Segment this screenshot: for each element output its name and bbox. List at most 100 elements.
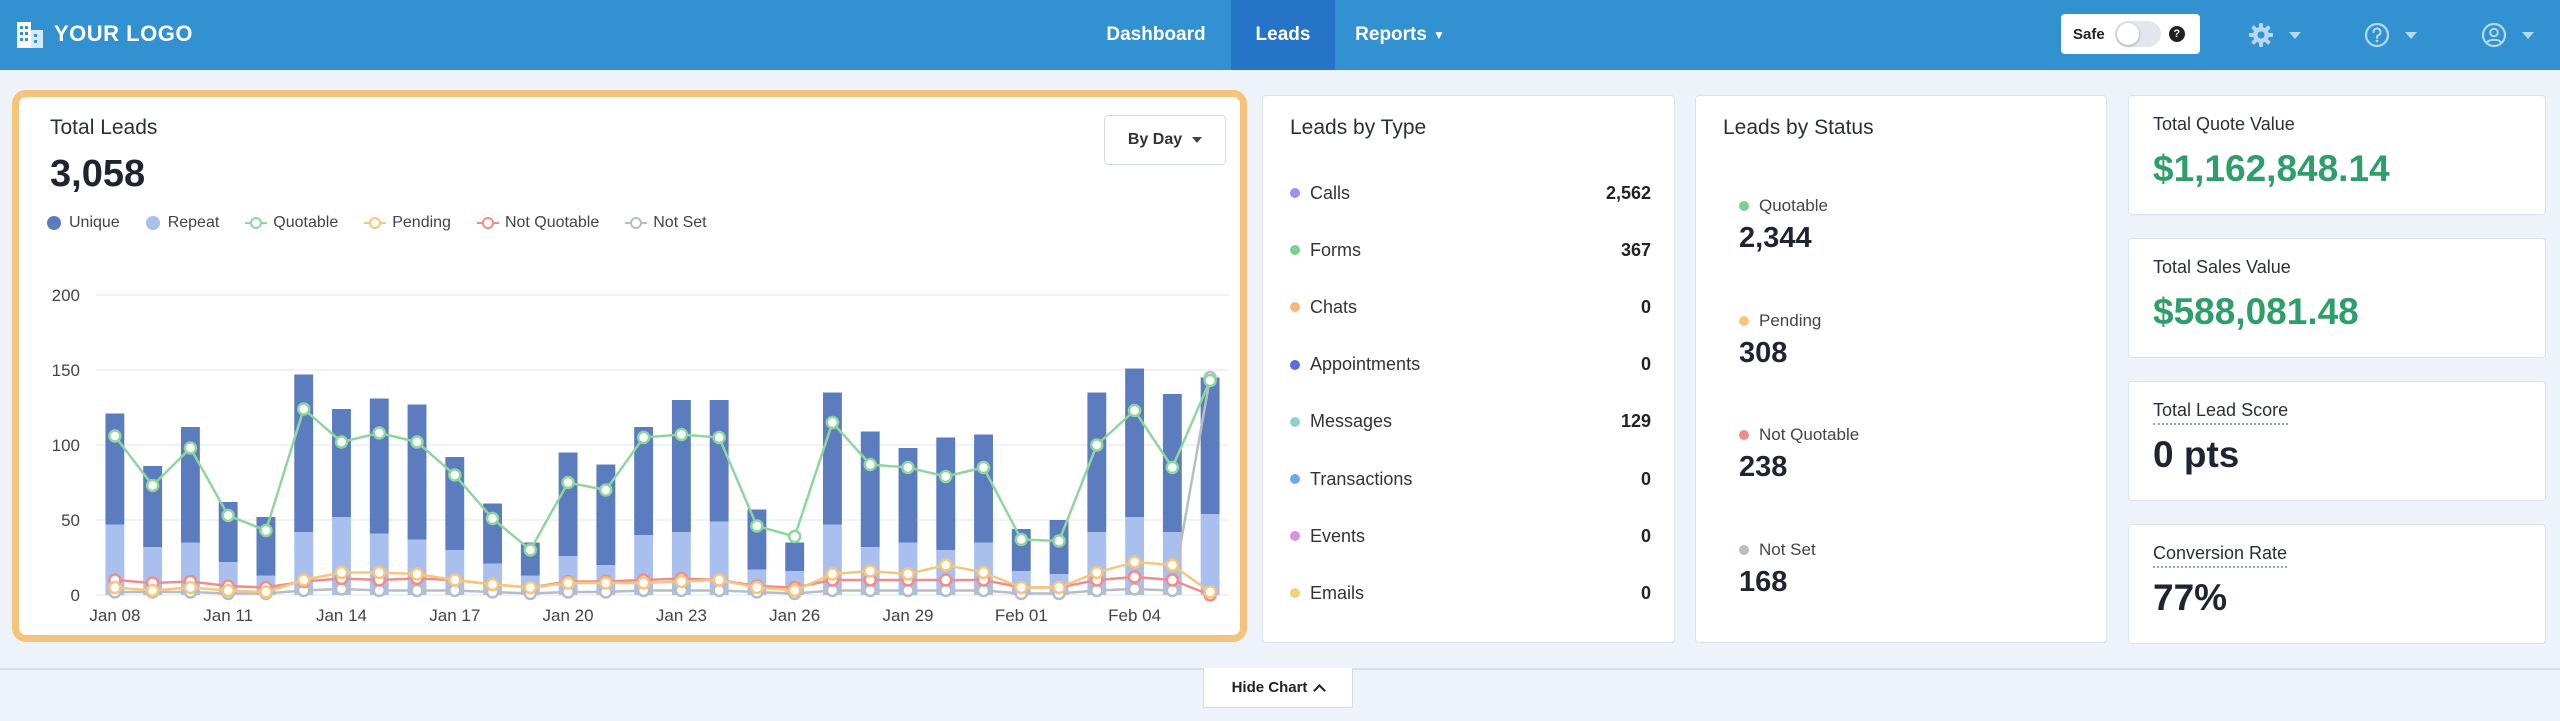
point-pending [183, 580, 198, 595]
point-pending [1203, 585, 1217, 599]
bar-repeat [1200, 514, 1220, 595]
status-color-dot-icon [1739, 201, 1749, 211]
status-value: 308 [1739, 336, 1788, 369]
nav-leads-label: Leads [1255, 24, 1311, 45]
bar-unique [558, 452, 578, 556]
type-color-dot-icon [1290, 359, 1300, 370]
kpi-value: 77% [2153, 577, 2228, 618]
point-pending [825, 567, 840, 581]
legend-repeat[interactable]: Repeat [145, 214, 220, 232]
type-label: Transactions [1310, 468, 1413, 489]
status-value: 2,344 [1739, 222, 1812, 254]
legend-label: Not Set [653, 214, 707, 231]
point-quotable [561, 475, 575, 490]
point-not-set [410, 583, 424, 598]
bar-unique [747, 509, 767, 570]
chevron-down-icon: ▼ [1432, 28, 1445, 42]
point-pending [750, 580, 764, 595]
status-label: Pending [1759, 310, 1822, 330]
bar-unique [369, 398, 389, 534]
point-quotable [636, 430, 651, 445]
point-pending [636, 576, 651, 590]
help-menu[interactable] [2363, 18, 2417, 52]
type-row-appointments: Appointments 0 [1290, 350, 1651, 380]
point-pending [1127, 555, 1142, 569]
point-quotable [674, 427, 689, 442]
point-pending [334, 565, 349, 580]
line-pending [114, 560, 1211, 594]
type-row-chats: Chats 0 [1290, 292, 1651, 322]
x-tick-label: Jan 14 [316, 606, 367, 625]
legend-pending[interactable]: Pending [364, 214, 451, 232]
nav-leads[interactable]: Leads [1231, 0, 1335, 70]
point-pending [561, 576, 575, 590]
type-label: Emails [1310, 582, 1365, 603]
kpi-label: Total Sales Value [2153, 257, 2291, 277]
by-day-dropdown[interactable]: By Day [1104, 115, 1226, 165]
kpi-label[interactable]: Conversion Rate [2153, 543, 2288, 568]
type-color-dot-icon [1290, 188, 1300, 198]
point-quotable [825, 415, 840, 430]
point-pending [108, 580, 122, 595]
kpi-label[interactable]: Total Lead Score [2153, 400, 2289, 425]
point-quotable [1052, 534, 1066, 548]
legend-label: Pending [392, 214, 451, 231]
nav-dashboard[interactable]: Dashboard [1091, 0, 1221, 70]
bar-unique [936, 437, 956, 550]
point-pending [1014, 580, 1029, 595]
point-quotable [259, 523, 273, 538]
point-pending [145, 583, 160, 598]
bar-unique [785, 542, 805, 571]
point-quotable [1127, 403, 1142, 418]
legend-not-quotable[interactable]: Not Quotable [476, 214, 599, 232]
type-value: 2,562 [1605, 182, 1651, 203]
legend-not-set[interactable]: Not Set [625, 214, 707, 232]
point-pending [787, 583, 802, 598]
total-leads-title: Total Leads [50, 116, 158, 139]
safe-toggle[interactable] [2114, 21, 2161, 47]
x-tick-label: Jan 29 [882, 606, 933, 625]
type-row-calls: Calls 2,562 [1290, 178, 1651, 208]
logo[interactable]: YOUR LOGO [14, 16, 193, 52]
status-label: Not Set [1759, 539, 1816, 559]
nav-reports[interactable]: Reports ▼ [1345, 0, 1455, 70]
point-pending [1090, 565, 1104, 580]
bar-unique [1200, 377, 1220, 514]
by-day-label: By Day [1127, 131, 1183, 148]
legend-quotable[interactable]: Quotable [245, 214, 338, 232]
kpi-value: 0 pts [2153, 434, 2240, 475]
nav-reports-label: Reports [1355, 24, 1427, 45]
type-value: 0 [1640, 354, 1651, 375]
legend-label: Repeat [167, 214, 220, 231]
hide-chart-label: Hide Chart [1231, 679, 1308, 696]
status-item: Not Quotable 238 [1739, 425, 1859, 484]
status-item: Pending 308 [1739, 311, 1821, 370]
legend-unique[interactable]: Unique [47, 214, 120, 232]
status-label-row: Not Set [1739, 540, 1816, 560]
question-help-icon[interactable]: ? [2168, 26, 2185, 42]
chevron-down-icon [2405, 31, 2417, 39]
status-item: Quotable 2,344 [1739, 196, 1828, 255]
type-color-dot-icon [1290, 474, 1300, 484]
hide-chart-button[interactable]: Hide Chart [1203, 668, 1353, 708]
type-color-dot-icon [1290, 416, 1300, 427]
type-value: 0 [1640, 296, 1651, 317]
settings-menu[interactable] [2247, 18, 2301, 52]
chart-legend: Unique Repeat Quotable Pending Not Quota… [47, 214, 733, 232]
status-label: Quotable [1759, 196, 1828, 215]
point-quotable [787, 529, 802, 544]
point-quotable [145, 478, 160, 493]
point-pending [712, 573, 726, 587]
nav-dashboard-label: Dashboard [1106, 24, 1206, 45]
bar-unique [332, 409, 351, 517]
user-menu[interactable] [2480, 18, 2534, 52]
logo-text: YOUR LOGO [54, 21, 193, 46]
point-pending [221, 583, 235, 598]
y-tick-label: 0 [71, 586, 80, 605]
type-label: Calls [1310, 182, 1351, 203]
point-quotable [334, 435, 349, 449]
point-quotable [863, 457, 877, 472]
settings-gear-icon [2249, 23, 2273, 47]
type-row-events: Events 0 [1290, 521, 1651, 551]
x-tick-label: Jan 17 [429, 606, 480, 625]
